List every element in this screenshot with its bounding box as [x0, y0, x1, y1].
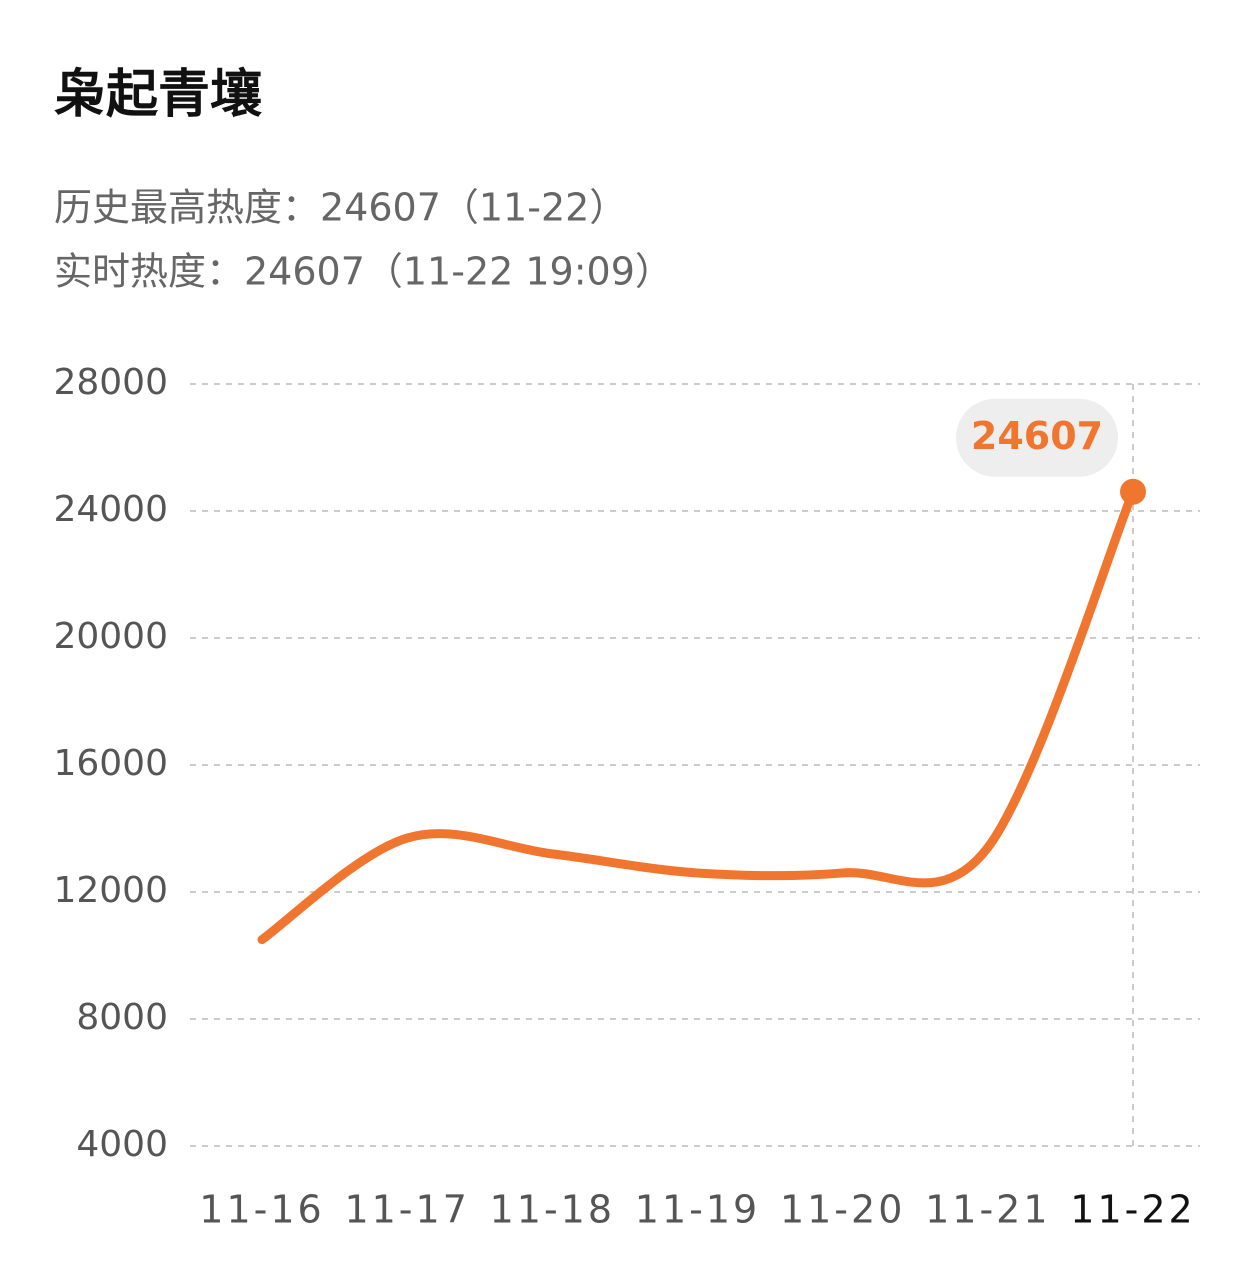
subtitle: 实时热度：24607（11-22 19:09） [54, 250, 673, 294]
y-tick-label: 8000 [76, 997, 168, 1038]
label-bubble [956, 398, 1118, 477]
y-tick-label: 20000 [53, 616, 168, 657]
x-tick-label: 11-18 [490, 1188, 615, 1232]
x-tick-label: 11-21 [925, 1188, 1050, 1232]
line [257, 487, 1138, 945]
y-tick-label: 24000 [53, 489, 168, 530]
y-tick-label: 4000 [76, 1124, 168, 1165]
y-tick-label: 16000 [53, 743, 168, 784]
subtitle: 历史最高热度：24607（11-22） [54, 186, 627, 230]
y-tick-label: 28000 [53, 362, 168, 403]
x-tick-label: 11-22 [1070, 1188, 1195, 1232]
x-tick-label: 11-20 [780, 1188, 905, 1232]
x-tick-label: 11-16 [199, 1188, 324, 1232]
x-tick-label: 11-17 [344, 1188, 469, 1232]
y-tick-label: 12000 [53, 870, 168, 911]
data-label: 24607 [971, 414, 1103, 458]
x-tick-label: 11-19 [635, 1188, 760, 1232]
point [1120, 478, 1146, 505]
chart-title: 枭起青壤 [54, 65, 262, 125]
